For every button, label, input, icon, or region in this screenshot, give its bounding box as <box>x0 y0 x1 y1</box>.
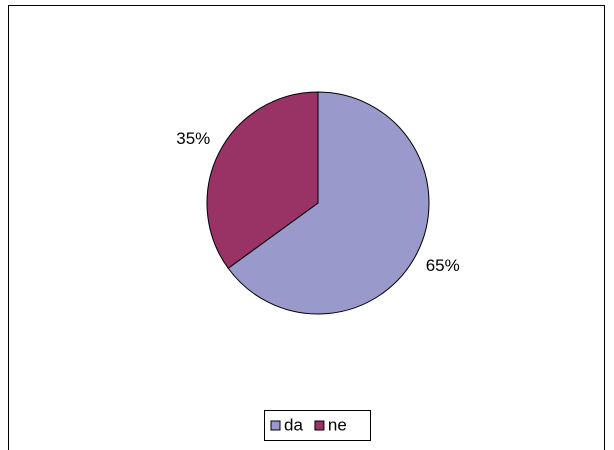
pie-slice <box>206 91 319 269</box>
legend-swatch <box>270 420 281 431</box>
data-label: 35% <box>176 129 210 148</box>
legend-label: da <box>284 415 303 434</box>
pie-slice <box>227 91 430 315</box>
legend-label: ne <box>328 415 347 434</box>
legend-swatch <box>314 420 325 431</box>
data-label: 65% <box>426 256 460 275</box>
